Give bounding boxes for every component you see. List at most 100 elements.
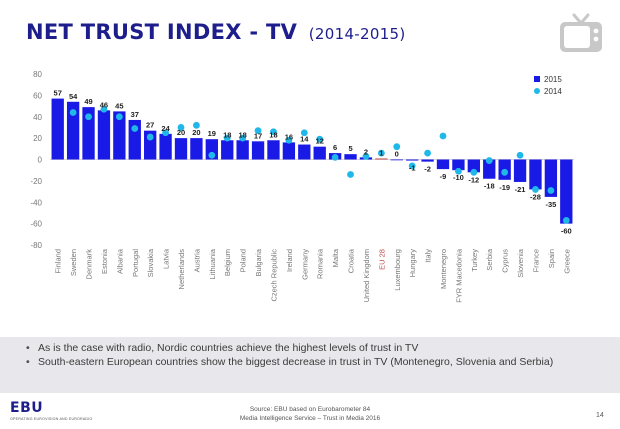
- dot-2014: [393, 143, 401, 151]
- dot-2014: [69, 109, 77, 116]
- bar-2015: [236, 140, 249, 160]
- bar-value-label: 6: [333, 143, 337, 152]
- category-label: Spain: [547, 249, 556, 268]
- source-line-2: Media Intelligence Service – Trust in Me…: [239, 414, 381, 422]
- bar-value-label: -18: [484, 182, 495, 191]
- y-tick-label: -40: [30, 198, 42, 207]
- bar-2015: [560, 159, 573, 224]
- bar-2015: [282, 142, 296, 160]
- title-text: NET TRUST INDEX - TV: [26, 20, 298, 44]
- bar-2015: [436, 159, 450, 170]
- category-label: Malta: [331, 248, 340, 267]
- bar-value-label: 0: [395, 150, 399, 159]
- bar-2015: [467, 159, 480, 173]
- bar-value-label: 18: [269, 130, 277, 139]
- bar-value-label: 1: [379, 148, 383, 157]
- dot-2014: [516, 151, 524, 159]
- dot-2014: [439, 132, 447, 140]
- dot-2014: [424, 149, 431, 157]
- dot-2014: [146, 133, 154, 141]
- dot-2014: [547, 187, 555, 194]
- category-label: Montenegro: [439, 249, 448, 289]
- logo-subtext: OPERATING EUROVISION AND EURORADIO: [10, 417, 93, 421]
- bar-value-label: 5: [348, 144, 352, 153]
- category-label: Romania: [316, 248, 325, 279]
- bar-2015: [251, 141, 265, 160]
- bar-2015: [159, 133, 172, 160]
- dot-2014: [316, 135, 324, 143]
- legend-swatch-2014: [534, 88, 540, 94]
- notes-panel: As is the case with radio, Nordic countr…: [0, 337, 620, 393]
- bar-value-label: -1: [409, 164, 416, 173]
- category-label: Bulgaria: [254, 248, 263, 276]
- dot-2014: [470, 168, 478, 176]
- category-label: Belgium: [223, 249, 232, 276]
- note-item: South-eastern European countries show th…: [26, 356, 580, 370]
- dot-2014: [131, 125, 139, 132]
- dot-2014: [377, 149, 385, 157]
- category-label: Finland: [54, 249, 63, 274]
- category-label: Luxembourg: [393, 249, 402, 291]
- y-tick-label: 40: [33, 113, 42, 122]
- bar-value-label: 27: [146, 121, 154, 130]
- bar-value-label: -35: [545, 200, 556, 209]
- category-label: Serbia: [485, 248, 494, 271]
- legend-label-2014: 2014: [544, 87, 562, 96]
- dot-2014: [254, 127, 262, 135]
- bar-value-label: 17: [254, 131, 262, 140]
- bar-value-label: 57: [54, 89, 62, 98]
- dot-2014: [193, 121, 200, 129]
- category-label: France: [531, 249, 540, 272]
- dot-2014: [285, 136, 293, 144]
- bar-2015: [97, 110, 111, 160]
- dot-2014: [85, 113, 92, 121]
- bar-2015: [190, 138, 203, 160]
- bar-value-label: -21: [515, 185, 526, 194]
- category-label: Germany: [300, 249, 309, 280]
- bar-2015: [390, 159, 403, 161]
- bar-2015: [452, 159, 465, 171]
- legend-label-2015: 2015: [544, 75, 562, 84]
- bar-2015: [221, 140, 234, 160]
- dot-2014: [362, 152, 370, 160]
- dot-2014: [223, 134, 231, 142]
- note-item: As is the case with radio, Nordic countr…: [26, 342, 580, 356]
- bar-2015: [513, 159, 527, 182]
- category-label: FYR Macedonia: [454, 248, 463, 303]
- bar-value-label: 37: [131, 110, 139, 119]
- bar-2015: [375, 158, 388, 160]
- dot-2014: [455, 167, 462, 175]
- bar-2015: [82, 107, 95, 160]
- bar-value-label: 16: [285, 132, 293, 141]
- y-tick-label: 80: [33, 70, 42, 79]
- bar-2015: [313, 146, 326, 160]
- bar-2015: [421, 159, 434, 162]
- dot-2014: [100, 105, 108, 113]
- bar-value-label: 18: [238, 130, 246, 139]
- bar-value-label: 12: [316, 137, 324, 146]
- category-label: Croatia: [347, 248, 356, 273]
- bar-value-label: 20: [177, 128, 185, 137]
- bar-2015: [529, 159, 542, 190]
- y-tick-label: 0: [38, 156, 43, 165]
- dot-2014: [162, 129, 169, 137]
- dot-2014: [270, 128, 277, 136]
- bar-value-label: 46: [100, 100, 108, 109]
- page-number: 14: [596, 412, 604, 419]
- category-label: Ireland: [285, 249, 294, 272]
- dot-2014: [115, 113, 123, 121]
- category-label: United Kingdom: [362, 249, 371, 302]
- bar-value-label: 45: [115, 101, 123, 110]
- bar-value-label: -12: [468, 175, 479, 184]
- bar-2015: [113, 111, 126, 160]
- bar-value-label: -28: [530, 192, 541, 201]
- bar-2015: [406, 159, 419, 161]
- bar-value-label: 54: [69, 92, 78, 101]
- dot-2014: [408, 162, 416, 170]
- bar-value-label: -19: [499, 183, 510, 192]
- slide-title: NET TRUST INDEX - TV (2014-2015): [26, 20, 506, 44]
- dot-2014: [562, 217, 570, 224]
- category-label: Turkey: [470, 249, 479, 272]
- category-label: EU 28: [377, 249, 386, 270]
